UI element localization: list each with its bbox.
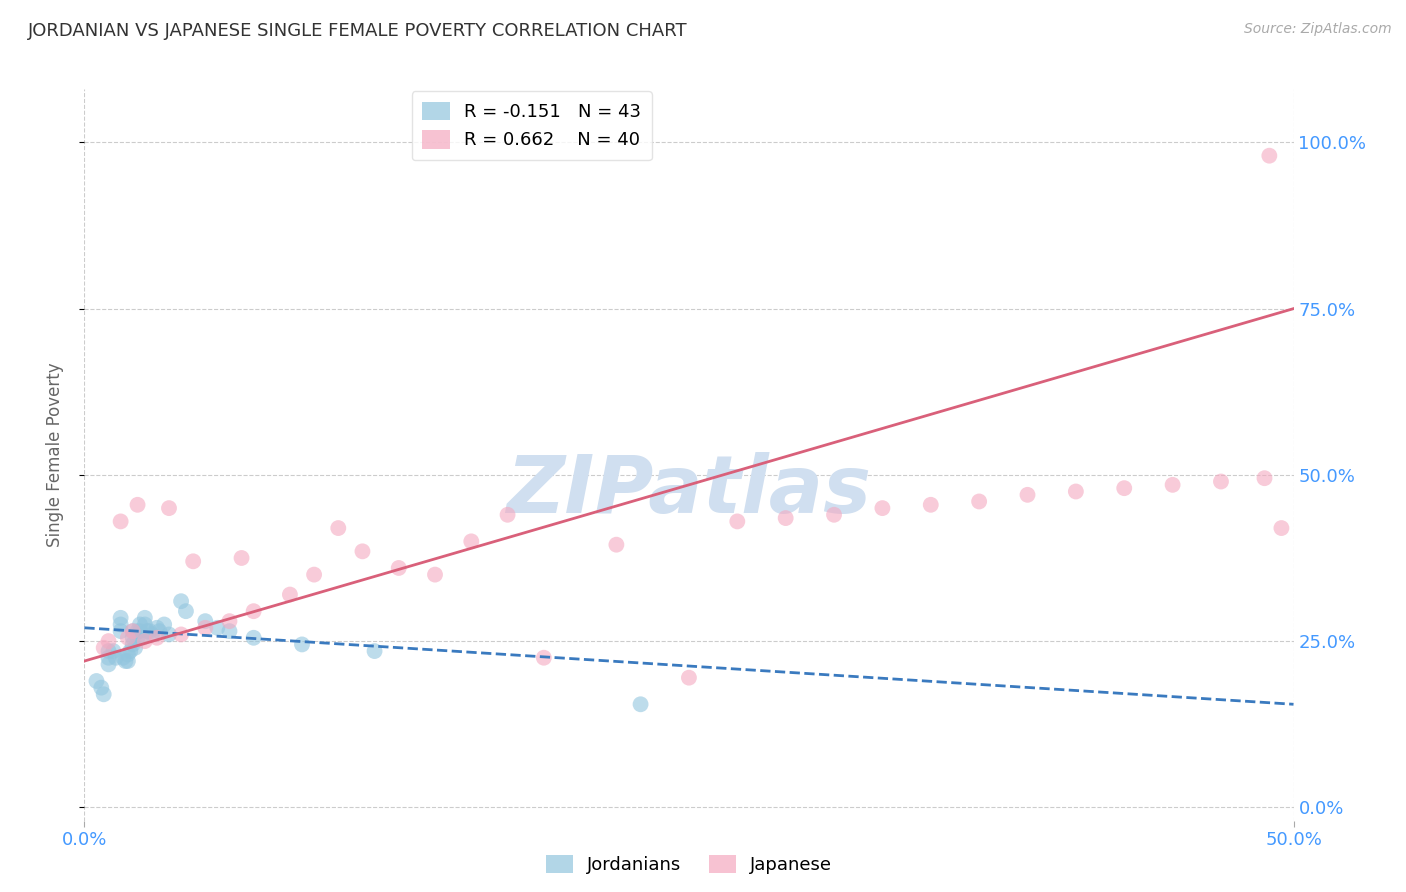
Text: JORDANIAN VS JAPANESE SINGLE FEMALE POVERTY CORRELATION CHART: JORDANIAN VS JAPANESE SINGLE FEMALE POVE… (28, 22, 688, 40)
Point (1209, 475, 1232, 489)
Point (97, 657, 120, 672)
Point (146, 621, 169, 635)
Point (194, 621, 217, 635)
Point (93, 640, 115, 655)
Point (127, 624, 149, 639)
Point (1064, 484, 1087, 499)
Point (920, 498, 942, 512)
Point (110, 624, 132, 639)
Point (352, 544, 374, 558)
Point (127, 498, 149, 512)
Point (157, 627, 180, 641)
Point (117, 648, 139, 662)
Point (148, 624, 170, 639)
Point (121, 637, 143, 651)
Point (129, 617, 152, 632)
Point (86, 673, 108, 688)
Point (363, 644, 385, 658)
Point (388, 561, 411, 575)
Point (1258, 149, 1281, 163)
Point (127, 631, 149, 645)
Y-axis label: Single Female Poverty: Single Female Poverty (45, 363, 63, 547)
Point (134, 617, 156, 632)
Point (231, 551, 253, 566)
Point (1270, 521, 1292, 535)
Point (121, 631, 143, 645)
Point (97, 644, 120, 658)
Point (141, 627, 163, 641)
Point (218, 624, 240, 639)
Point (97, 634, 120, 648)
Point (131, 631, 153, 645)
Point (242, 631, 264, 645)
Point (725, 515, 748, 529)
Legend: Jordanians, Japanese: Jordanians, Japanese (538, 847, 839, 881)
Point (423, 567, 446, 582)
Point (117, 631, 139, 645)
Point (823, 508, 845, 522)
Point (93, 687, 115, 701)
Point (174, 604, 197, 618)
Point (103, 644, 125, 658)
Point (146, 631, 169, 645)
Point (242, 604, 264, 618)
Point (112, 650, 135, 665)
Point (207, 621, 229, 635)
Point (605, 538, 627, 552)
Point (170, 627, 193, 641)
Text: ZIPatlas: ZIPatlas (506, 452, 872, 531)
Point (134, 611, 156, 625)
Point (678, 671, 700, 685)
Point (90, 681, 112, 695)
Point (97, 650, 120, 665)
Point (278, 588, 301, 602)
Point (170, 594, 193, 608)
Point (110, 515, 132, 529)
Point (134, 634, 156, 648)
Point (194, 614, 217, 628)
Point (1253, 471, 1275, 485)
Point (114, 654, 136, 668)
Point (775, 511, 797, 525)
Point (1017, 488, 1039, 502)
Point (630, 698, 652, 712)
Point (302, 567, 325, 582)
Point (181, 554, 204, 568)
Point (110, 617, 132, 632)
Point (218, 614, 240, 628)
Point (120, 644, 142, 658)
Point (1114, 481, 1136, 495)
Point (872, 501, 894, 516)
Point (117, 654, 139, 668)
Point (1161, 478, 1184, 492)
Point (967, 494, 990, 508)
Point (533, 650, 555, 665)
Point (328, 521, 350, 535)
Point (153, 617, 176, 632)
Point (129, 624, 152, 639)
Point (138, 624, 160, 639)
Point (291, 637, 314, 651)
Point (124, 640, 146, 655)
Point (460, 534, 482, 549)
Point (157, 501, 180, 516)
Point (136, 624, 159, 639)
Point (121, 624, 143, 639)
Text: Source: ZipAtlas.com: Source: ZipAtlas.com (1244, 22, 1392, 37)
Point (496, 508, 519, 522)
Point (110, 611, 132, 625)
Point (104, 650, 127, 665)
Point (121, 624, 143, 639)
